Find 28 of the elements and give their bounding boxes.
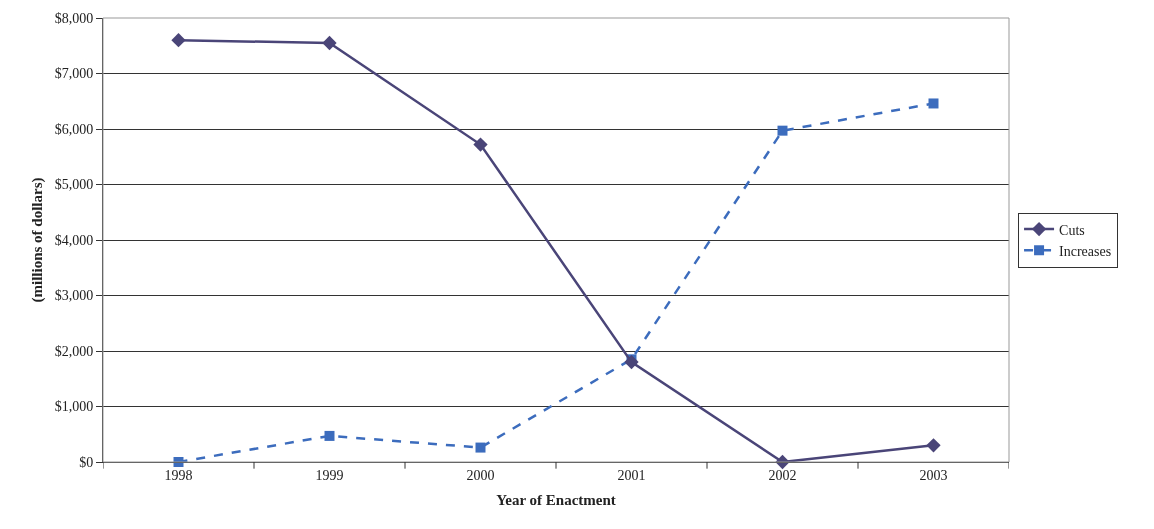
x-tick-label: 2003	[919, 467, 948, 483]
y-axis-title: (millions of dollars)	[28, 177, 46, 303]
legend-label: Increases	[1059, 243, 1112, 259]
point	[928, 98, 939, 109]
point	[324, 430, 335, 441]
point	[475, 442, 486, 453]
y-tick-label: $7,000	[54, 66, 94, 82]
point	[624, 354, 639, 370]
x-axis-title: Year of Enactment	[496, 491, 616, 508]
point	[171, 33, 186, 48]
y-tick-label: $5,000	[54, 177, 94, 193]
y-tick-label: $6,000	[54, 121, 94, 137]
point	[473, 137, 488, 152]
point	[322, 35, 337, 51]
x-tick-label: 1998	[164, 467, 193, 483]
y-tick-label: $3,000	[54, 288, 94, 304]
y-tick-label: $8,000	[54, 10, 94, 26]
y-tick-label: $0	[79, 454, 94, 470]
y-tick-label: $2,000	[54, 343, 94, 359]
x-tick-label: 1999	[315, 467, 344, 483]
y-tick-label: $4,000	[54, 232, 94, 248]
legend-label: Cuts	[1059, 222, 1085, 238]
y-tick-label: $1,000	[54, 399, 94, 415]
point	[777, 125, 788, 136]
x-tick-label: 2001	[617, 467, 646, 483]
point	[926, 438, 941, 453]
x-tick-label: 2002	[768, 467, 797, 483]
x-tick-label: 2000	[466, 467, 495, 483]
